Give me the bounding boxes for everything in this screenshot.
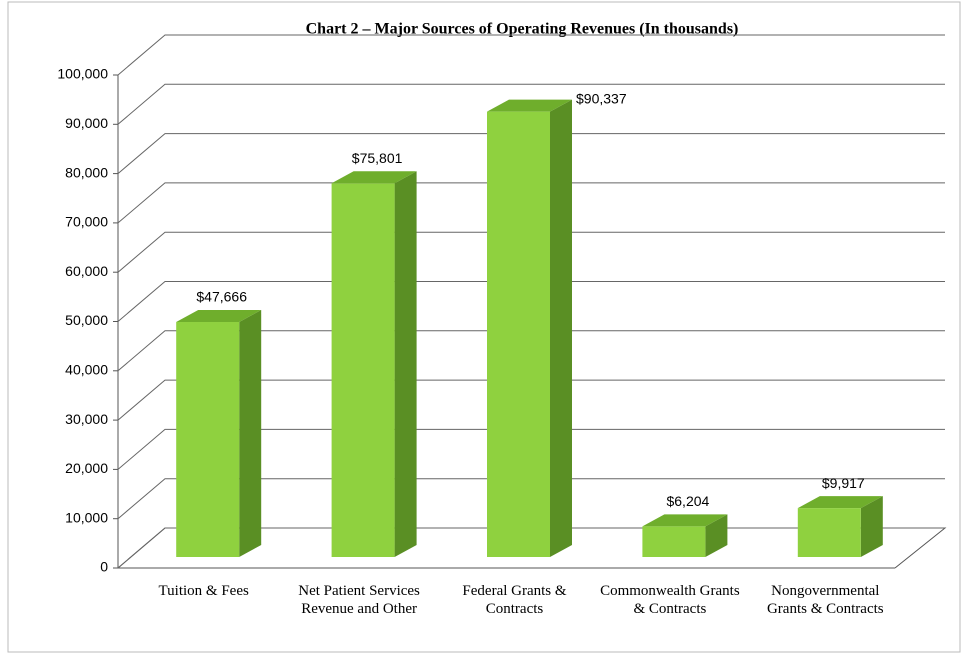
bar-side [705,514,728,557]
value-label: $75,801 [352,150,403,166]
chart-title: Chart 2 – Major Sources of Operating Rev… [306,21,739,38]
bar [176,322,240,557]
grid-line [117,34,945,76]
grid-line [117,428,945,470]
value-label: $90,337 [576,90,627,106]
bar [331,183,395,557]
y-tick-label: 40,000 [65,362,108,378]
grid-line [117,182,945,224]
bar-side [550,99,572,558]
chart-frame [7,1,961,653]
bar-top [176,310,262,323]
bar-top [797,496,883,509]
grid-line [117,478,945,520]
y-tick-label: 90,000 [65,115,108,131]
bar-side [239,310,262,557]
x-tick-label: Tuition & Fees [158,583,249,599]
grid-line [117,133,945,174]
y-tick-label: 0 [100,559,108,575]
bar [797,508,861,557]
x-tick-label: Nongovernmental Grants & Contracts [766,583,884,617]
value-label: $47,666 [196,289,247,305]
x-tick-label: Net Patient Services Revenue and Other [298,583,420,617]
y-tick-label: 100,000 [57,66,108,82]
value-label: $9,917 [822,475,865,491]
y-tick-label: 30,000 [65,411,108,427]
y-tick-label: 60,000 [65,263,108,279]
grid-line [117,379,945,421]
grid-line [117,231,945,273]
grid-line [117,330,945,372]
bar-top [331,171,417,184]
bar [642,526,706,557]
x-tick-label: Commonwealth Grants & Contracts [600,583,740,617]
grid-line [117,281,945,322]
x-tick-label: Federal Grants & Contracts [462,583,567,617]
y-tick-label: 50,000 [65,312,108,328]
y-tick-label: 80,000 [65,164,108,180]
bar [487,111,550,558]
value-label: $6,204 [666,493,709,509]
bar-top [487,99,572,112]
bar-top [642,514,728,527]
bar-side [394,171,417,557]
bar-side [860,496,883,557]
y-tick-label: 20,000 [65,460,108,476]
y-tick-label: 10,000 [65,509,108,525]
grid-line [117,83,945,125]
y-tick-label: 70,000 [65,214,108,230]
